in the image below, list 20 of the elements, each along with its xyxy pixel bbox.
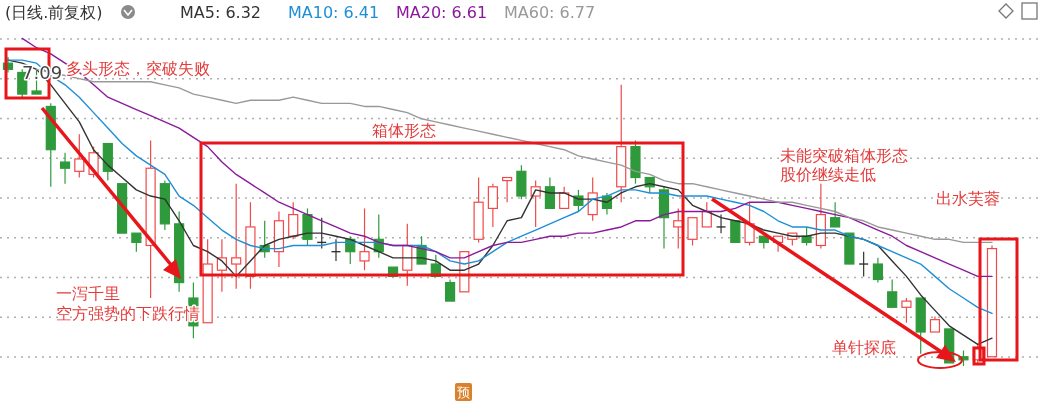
annotation: 箱体形态 (372, 121, 436, 140)
text: MA60: 6.77 (504, 3, 596, 22)
candlestick (872, 257, 884, 284)
candlestick (159, 180, 170, 231)
annotation: 未能突破箱体形态 (780, 146, 908, 165)
candlestick (273, 210, 285, 268)
annotation: 一泻千里 (56, 284, 120, 303)
text: MA5: 6.32 (180, 3, 262, 22)
candlestick (487, 183, 498, 228)
text: MA10: 6.41 (288, 3, 380, 22)
text: MA20: 6.61 (396, 3, 488, 22)
candlestick (145, 139, 156, 299)
annotation: 单针探底 (832, 338, 896, 357)
text: 预 (456, 385, 470, 400)
candlestick (231, 183, 242, 290)
candlestick (59, 152, 71, 185)
candlestick (715, 213, 727, 234)
annotation: 股价继续走低 (780, 165, 876, 184)
chart-title: (日线.前复权) (5, 3, 103, 22)
annotation: 出水芙蓉 (936, 189, 1000, 208)
